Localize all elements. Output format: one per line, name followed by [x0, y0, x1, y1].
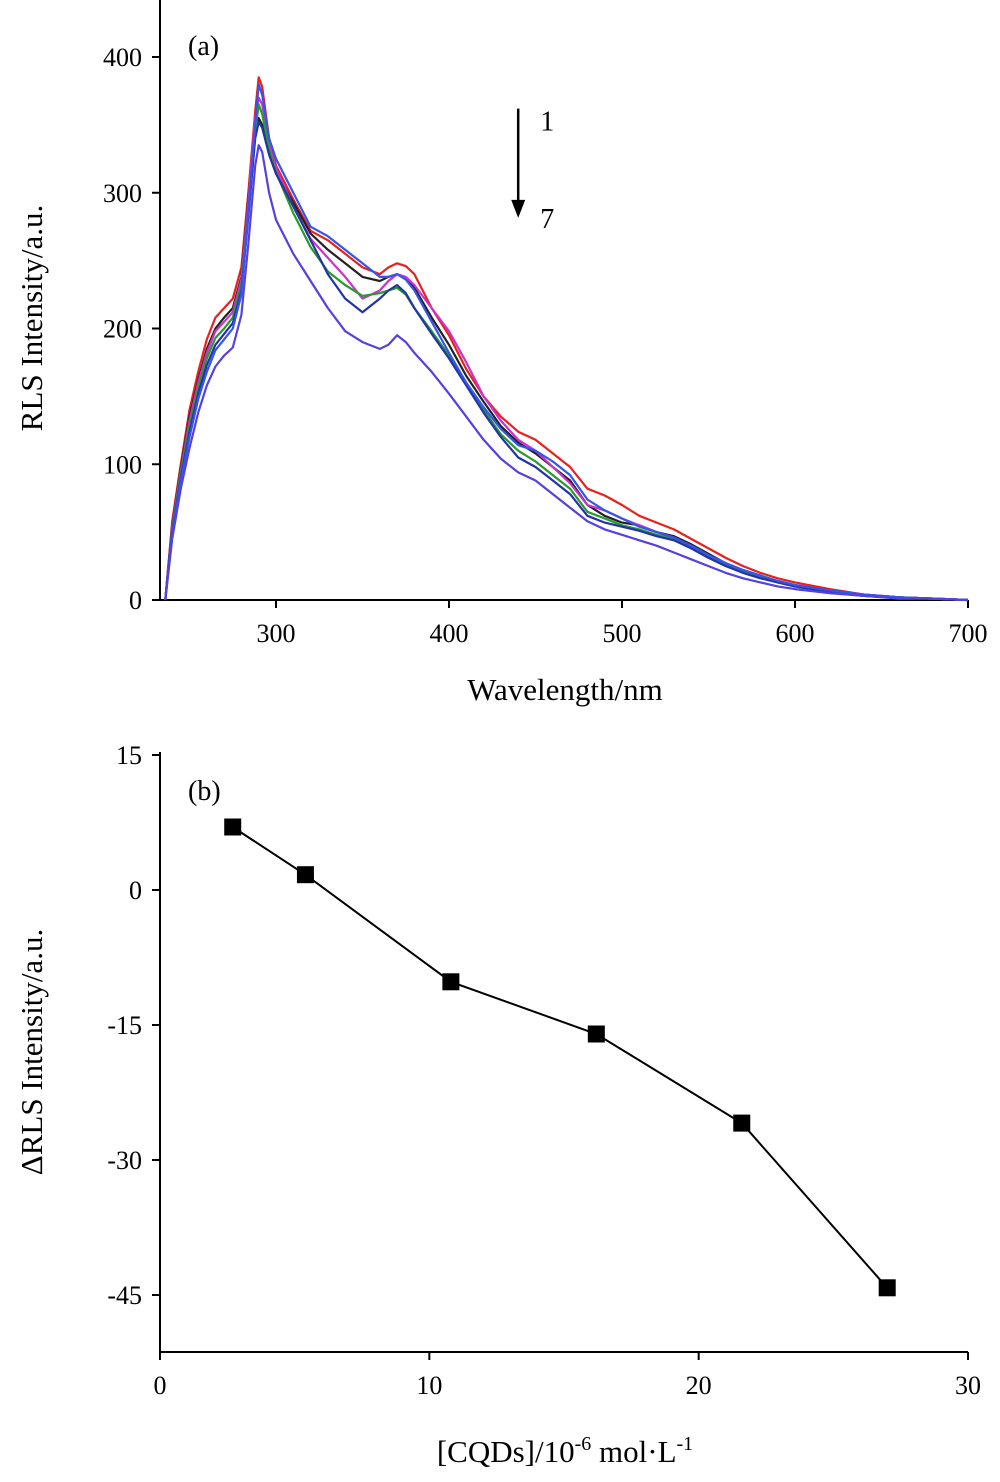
chart-b-data-point [224, 818, 242, 836]
chart-a-x-tick-label: 300 [257, 619, 296, 648]
chart-b-data-point [878, 1279, 896, 1297]
chart-b-x-label-unit: mol·L [591, 1434, 676, 1469]
chart-b-y-tick-label: -30 [107, 1146, 142, 1175]
chart-b-y-tick-label: 15 [116, 741, 142, 770]
chart-b-data-point [296, 866, 314, 884]
chart-a-y-tick-label: 100 [103, 450, 142, 479]
chart-b-y-axis-label: ΔRLS Intensity/a.u. [14, 929, 49, 1175]
chart-b-panel-label: (b) [188, 776, 221, 807]
chart-a-series-line-1 [164, 76, 969, 602]
arrow-head [511, 199, 526, 218]
chart-b-data-point [442, 973, 460, 991]
chart-b-y-tick-label: 0 [129, 876, 142, 905]
chart-b-x-tick-label: 20 [686, 1371, 712, 1400]
chart-b-x-tick-label: 0 [154, 1371, 167, 1400]
chart-a-x-tick-label: 500 [603, 619, 642, 648]
arrow-bottom-label: 7 [540, 204, 554, 235]
chart-b-x-label-unit-exp: -1 [677, 1433, 694, 1455]
chart-b-x-axis-label: [CQDs]/10-6 mol·L-1 [437, 1433, 693, 1469]
chart-a-series-line-4 [164, 103, 969, 602]
chart-a-series-line-7 [164, 144, 969, 602]
chart-b-y-tick-label: -45 [107, 1281, 142, 1310]
chart-b-x-tick-label: 10 [416, 1371, 442, 1400]
chart-a-panel-label: (a) [188, 31, 219, 62]
arrow-top-label: 1 [540, 107, 554, 138]
chart-a-y-axis-label: RLS Intensity/a.u. [14, 205, 49, 431]
chart-a-y-tick-label: 200 [103, 315, 142, 344]
chart-a-series-line-5 [164, 121, 969, 602]
chart-a: 300 400 500 600 700 0 100 200 300 400 (a) Wavelen… [14, 0, 988, 707]
chart-b-data-point [733, 1114, 751, 1132]
chart-a-series-line-3 [164, 96, 969, 602]
chart-a-x-tick-label: 700 [949, 619, 988, 648]
chart-b-y-tick-label: -15 [107, 1011, 142, 1040]
chart-a-y-tick-label: 0 [129, 586, 142, 615]
chart-a-x-tick-label: 600 [776, 619, 815, 648]
chart-b-x-tick-label: 30 [955, 1371, 981, 1400]
chart-a-y-tick-label: 400 [103, 43, 142, 72]
chart-b-series-line [232, 826, 888, 1289]
chart-a-arrow-annotation: 17 [511, 107, 554, 235]
chart-b-x-label-exp: -6 [575, 1433, 592, 1455]
chart-a-series-line-6 [164, 83, 969, 602]
chart-b-x-label-main: [CQDs]/10 [437, 1434, 575, 1469]
chart-b-data-point [587, 1025, 605, 1043]
chart-a-x-tick-label: 400 [430, 619, 469, 648]
chart-a-y-tick-label: 300 [103, 179, 142, 208]
chart-b: 0 10 20 30 15 0 -15 -30 -45 (b) ΔRLS Intensity/a… [14, 741, 981, 1469]
chart-a-x-axis-label: Wavelength/nm [467, 672, 663, 707]
